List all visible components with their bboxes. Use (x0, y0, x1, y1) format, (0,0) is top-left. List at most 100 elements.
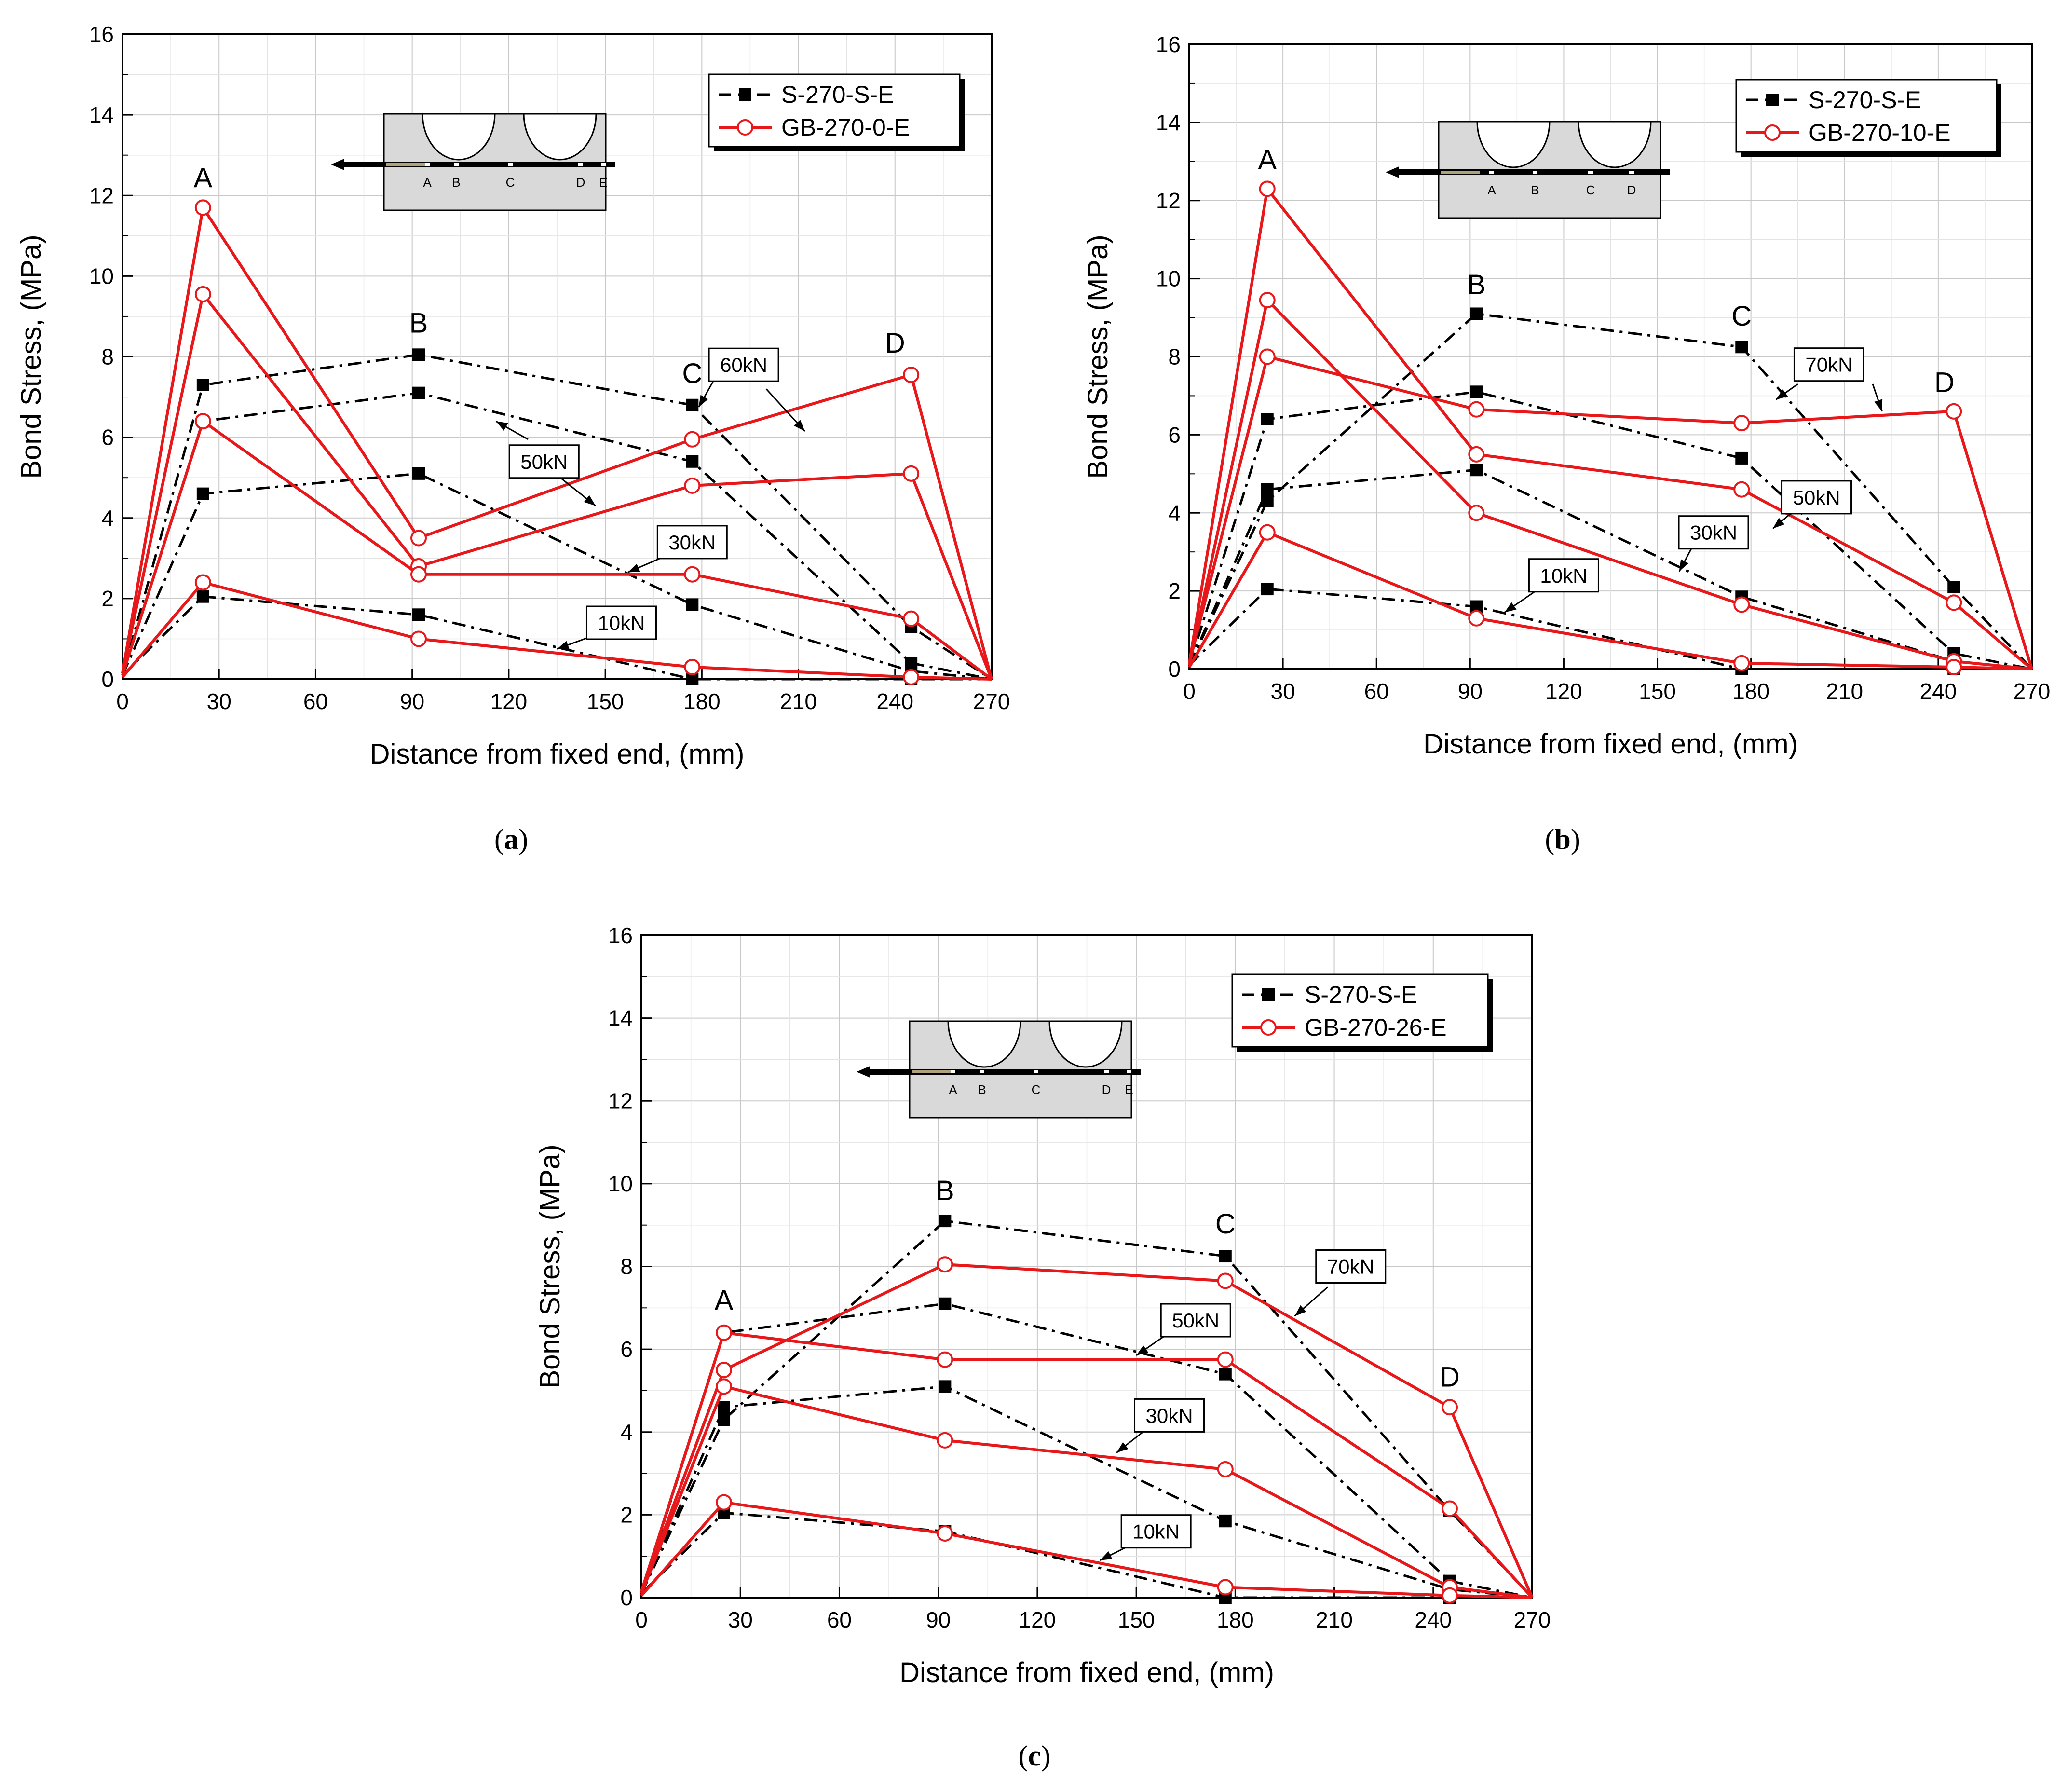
series-line (121, 472, 992, 681)
legend-label: S-270-S-E (1809, 86, 1921, 113)
caption-letter: a (504, 823, 518, 855)
data-point-circle (1733, 415, 1750, 432)
strain-gauge-mark (1489, 171, 1494, 174)
annotation-arrowhead (1136, 1345, 1148, 1355)
strain-gauge-mark (578, 163, 583, 166)
y-tick-label: 6 (1168, 422, 1181, 447)
data-point-circle (1946, 658, 1962, 675)
data-point-circle (684, 566, 701, 583)
annotation-arrowhead (627, 563, 640, 573)
data-point-circle (1468, 446, 1485, 463)
data-point-square (1470, 307, 1483, 320)
gauge-label-b: B (452, 175, 460, 190)
data-point-circle (1259, 524, 1276, 541)
x-tick-label: 0 (116, 689, 129, 714)
data-point-circle (716, 1378, 733, 1395)
data-point-circle (1946, 403, 1962, 420)
data-point-circle (716, 1494, 733, 1511)
data-point-circle (684, 477, 701, 494)
data-point-square (939, 1215, 952, 1228)
y-axis: 0 2 4 6 8 10 12 14 16 (1156, 32, 1200, 682)
series-line (122, 595, 992, 681)
legend-marker-square (1262, 988, 1275, 1001)
series-s-270-s-e-70kn (1188, 307, 2033, 670)
data-point-circle (194, 413, 211, 430)
panel-caption: (a) (494, 823, 528, 855)
x-axis: 0 30 60 90 120 150 180 210 240 270 (1183, 658, 2050, 704)
strain-gauge-mark (1533, 171, 1537, 174)
y-tick-label: 8 (620, 1254, 633, 1279)
data-point-square (939, 1297, 952, 1310)
data-point-circle (1468, 401, 1485, 418)
annotation-arrowhead (584, 495, 596, 506)
series-line (640, 1263, 1534, 1599)
series-gb-270-0-e-10kn (121, 574, 992, 685)
data-point-circle (903, 367, 920, 383)
data-point-square (718, 1401, 731, 1414)
groove-arc (1578, 121, 1652, 168)
data-point-square (718, 1413, 731, 1426)
series-line (121, 581, 992, 681)
data-point-circle (410, 566, 427, 583)
annotation-box (1160, 1303, 1231, 1338)
y-axis-title: Bond Stress, (MPa) (534, 1144, 566, 1388)
data-point-circle (684, 658, 701, 675)
point-label-a: A (1258, 144, 1277, 176)
gauge-label-a: A (423, 175, 432, 190)
series-line (121, 291, 993, 680)
annotation-box (1781, 480, 1852, 515)
data-point-circle (1441, 1587, 1458, 1604)
annotation-box (708, 347, 779, 382)
strain-gauge-mark (425, 163, 430, 166)
annotation-box (1678, 515, 1749, 550)
x-tick-label: 180 (1732, 679, 1769, 704)
data-point-square (1735, 451, 1748, 465)
legend-entry-s-270-s-e: S-270-S-E (1242, 981, 1417, 1008)
strain-gauge-mark (454, 163, 459, 166)
series-gb-270-10-e-10kn (1188, 524, 2032, 675)
annotation-arrowhead (1504, 602, 1517, 613)
data-point-circle (194, 286, 211, 302)
y-axis: 0 2 4 6 8 10 12 14 16 (608, 923, 652, 1610)
x-tick-label: 30 (1271, 679, 1295, 704)
y-tick-label: 10 (89, 263, 114, 288)
legend-marker-square (1766, 94, 1779, 106)
data-point-square (412, 386, 425, 399)
series-line (640, 1384, 1533, 1599)
y-tick-label: 6 (620, 1337, 633, 1362)
groove-arc (422, 113, 496, 161)
series-line (121, 419, 993, 681)
data-point-circle (194, 199, 211, 216)
caption-open-paren: ( (494, 823, 504, 855)
series-line (1188, 185, 2033, 670)
x-tick-label: 60 (303, 689, 328, 714)
x-tick-label: 30 (728, 1607, 753, 1632)
x-tick-label: 90 (1458, 679, 1483, 704)
annotation-label: 50kN (1172, 1309, 1219, 1332)
strain-gauge-mark (1127, 1070, 1131, 1073)
annotation-50kn: 50kN (495, 420, 597, 506)
legend-entry-s-270-s-e: S-270-S-E (1746, 86, 1921, 113)
data-point-circle (410, 530, 427, 547)
y-tick-label: 12 (608, 1088, 633, 1113)
caption-open-paren: ( (1545, 823, 1554, 855)
y-tick-label: 10 (1156, 266, 1181, 291)
caption-close-paren: ) (518, 823, 528, 855)
strain-gauge-mark (1104, 1070, 1109, 1073)
strain-gauge-mark (508, 163, 513, 166)
point-label-a: A (194, 163, 213, 194)
chart-panel-a: 0 30 60 90 120 150 180 210 240 270 0 2 4 6 8 10 12 14 16 Di… (15, 22, 1010, 855)
strain-gauge-mark (980, 1070, 984, 1073)
x-axis-title: Distance from fixed end, (mm) (899, 1657, 1274, 1688)
annotation-arrowhead (557, 641, 570, 649)
data-point-circle (1441, 1399, 1458, 1416)
annotation-box (1134, 1398, 1205, 1433)
x-tick-label: 120 (490, 689, 528, 714)
x-tick-label: 150 (1118, 1607, 1155, 1632)
annotation-box (1315, 1249, 1387, 1284)
series-gb-270-0-e-30kn (121, 413, 993, 681)
data-point-square (196, 487, 209, 500)
caption-close-paren: ) (1041, 1740, 1050, 1772)
y-axis-title: Bond Stress, (MPa) (15, 234, 47, 479)
annotation-10kn: 10kN (1504, 558, 1599, 613)
